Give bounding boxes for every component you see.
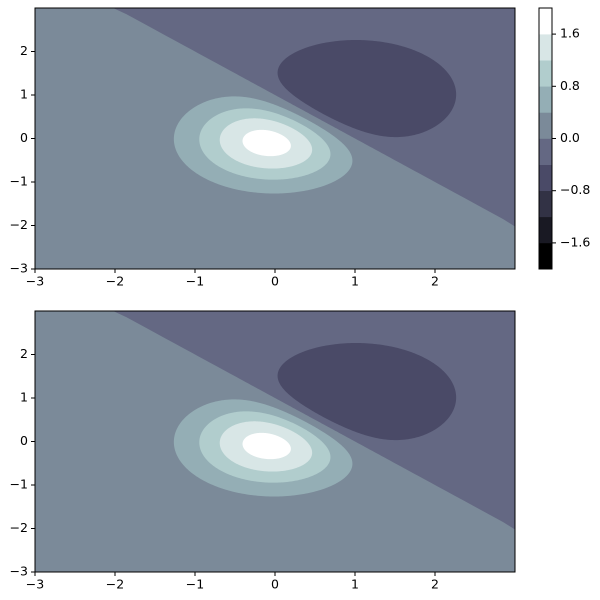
y-tick-label: 0 bbox=[20, 433, 28, 448]
y-tick-label: −3 bbox=[10, 564, 28, 579]
colorbar-tick-label: 1.6 bbox=[560, 26, 580, 41]
y-tick-label: 2 bbox=[20, 43, 28, 58]
contour-region bbox=[242, 129, 291, 157]
colorbar-band bbox=[539, 242, 552, 270]
x-tick-label: −2 bbox=[106, 274, 124, 289]
colorbar-band bbox=[539, 60, 552, 87]
colorbar-band bbox=[539, 86, 552, 113]
y-tick-label: 0 bbox=[20, 130, 28, 145]
colorbar-tick-label: 0.0 bbox=[560, 130, 580, 145]
x-tick-label: 0 bbox=[271, 274, 279, 289]
x-tick-label: −2 bbox=[106, 577, 124, 592]
contour-region bbox=[277, 40, 457, 138]
colorbar-tick-label: −0.8 bbox=[560, 182, 590, 197]
colorbar-band bbox=[539, 138, 552, 165]
colorbar-band bbox=[539, 34, 552, 61]
contour-region bbox=[277, 343, 457, 441]
x-tick-label: 1 bbox=[351, 577, 359, 592]
colorbar-band bbox=[539, 8, 552, 35]
colorbar-tick-label: 0.8 bbox=[560, 78, 580, 93]
x-tick-label: −3 bbox=[26, 274, 44, 289]
y-tick-label: −2 bbox=[10, 520, 28, 535]
x-tick-label: 0 bbox=[271, 577, 279, 592]
contour-region bbox=[242, 432, 291, 460]
x-tick-label: −1 bbox=[186, 274, 204, 289]
y-tick-label: 1 bbox=[20, 390, 28, 405]
y-tick-label: −1 bbox=[10, 477, 28, 492]
colorbar-band bbox=[539, 216, 552, 244]
y-tick-label: −3 bbox=[10, 261, 28, 276]
colorbar-tick-label: −1.6 bbox=[560, 234, 590, 249]
colorbar-band bbox=[539, 190, 552, 218]
x-tick-label: 2 bbox=[431, 577, 439, 592]
y-tick-label: −1 bbox=[10, 174, 28, 189]
colorbar-band bbox=[539, 164, 552, 191]
x-tick-label: −1 bbox=[186, 577, 204, 592]
x-tick-label: 1 bbox=[351, 274, 359, 289]
x-tick-label: −3 bbox=[26, 577, 44, 592]
colorbar-band bbox=[539, 112, 552, 139]
y-tick-label: 1 bbox=[20, 87, 28, 102]
x-tick-label: 2 bbox=[431, 274, 439, 289]
y-tick-label: −2 bbox=[10, 217, 28, 232]
y-tick-label: 2 bbox=[20, 346, 28, 361]
